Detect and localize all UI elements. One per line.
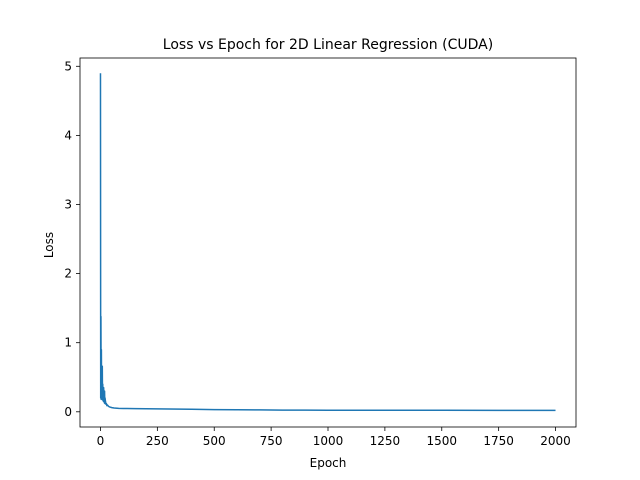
x-tick-label: 750 bbox=[260, 434, 283, 448]
x-tick-label: 2000 bbox=[540, 434, 571, 448]
y-tick-label: 3 bbox=[64, 197, 72, 211]
chart-title: Loss vs Epoch for 2D Linear Regression (… bbox=[163, 37, 493, 53]
x-tick-label: 1250 bbox=[370, 434, 401, 448]
y-axis-title: Loss bbox=[42, 232, 56, 258]
y-tick-label: 0 bbox=[64, 405, 72, 419]
x-tick-label: 1000 bbox=[313, 434, 344, 448]
y-tick-label: 2 bbox=[64, 267, 72, 281]
x-tick-label: 500 bbox=[203, 434, 226, 448]
plot-area: 0 250 500 750 1000 1250 1500 1750 2000 0 1 2 3 4 5 bbox=[64, 57, 577, 448]
x-axis-title: Epoch bbox=[310, 456, 347, 470]
loss-series-line bbox=[99, 73, 556, 412]
x-tick-label: 1500 bbox=[426, 434, 457, 448]
y-tick-label: 5 bbox=[64, 59, 72, 73]
x-tick-label: 250 bbox=[146, 434, 169, 448]
x-tick-label: 0 bbox=[97, 434, 105, 448]
x-tick-label: 1750 bbox=[483, 434, 514, 448]
y-tick-label: 4 bbox=[64, 128, 72, 142]
y-tick-label: 1 bbox=[64, 336, 72, 350]
